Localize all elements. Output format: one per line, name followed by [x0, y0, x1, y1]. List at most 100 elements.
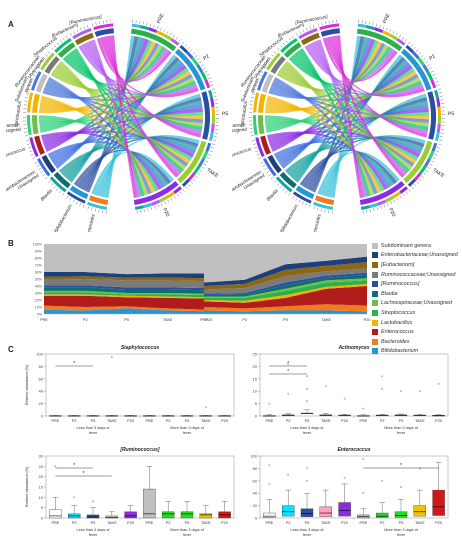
boxplot-ytick-label: 15 — [39, 485, 44, 490]
legend-swatch — [372, 309, 378, 316]
chord-label-sample: P2 — [202, 53, 211, 62]
chord-arc-sample-outer — [208, 89, 214, 99]
chord-tick — [87, 206, 90, 210]
chord-arc-sample-outer — [431, 142, 438, 152]
chord-tick — [425, 61, 428, 64]
chord-tick — [212, 92, 216, 94]
boxplot-xtick-label: P2 — [380, 521, 385, 525]
boxplot-ytick-label: 25 — [39, 464, 44, 469]
chord-tick — [207, 77, 211, 80]
area-series — [204, 283, 367, 303]
area-xtick-label: TAKE — [321, 318, 331, 322]
chord-tick — [425, 169, 429, 172]
boxplot-group-label: fever — [303, 431, 312, 435]
boxplot-ylabel: Relative abundance (%) — [25, 466, 29, 507]
chord-arc-sample-outer — [360, 205, 370, 210]
boxplot-xtick-label: P2 — [380, 419, 385, 423]
boxplot-ytick-label: 15 — [253, 376, 258, 381]
chord-tick — [210, 84, 214, 86]
chord-label-sample: P5 — [222, 111, 228, 117]
boxplot-outlier — [306, 375, 308, 378]
chord-arc-sample-outer — [155, 30, 165, 37]
chord-ribbon — [275, 135, 422, 161]
chord-tick — [422, 58, 426, 61]
chord-tick — [401, 37, 404, 40]
chord-tick — [369, 209, 371, 213]
chord-arc-genus-outer — [54, 37, 72, 53]
chord-arc-sample-outer — [419, 165, 427, 175]
chord-arc-sample-outer — [437, 106, 441, 116]
boxplot-xtick-label: TAKE — [107, 419, 117, 423]
area-xtick-label: PRE — [200, 318, 208, 322]
boxplot-outlier — [362, 492, 365, 495]
chord-ribbon — [299, 48, 371, 197]
chord-tick — [302, 201, 304, 205]
legend-label: Enterococcus — [381, 329, 414, 336]
boxplot-group-label: fever — [397, 533, 406, 537]
chord-tick — [167, 199, 170, 203]
chord-arc-genus — [314, 195, 335, 205]
chord-tick — [414, 184, 417, 187]
chord-arc-sample-outer — [148, 27, 158, 33]
boxplot-xtick-label: P20 — [435, 521, 442, 525]
chord-ribbon — [307, 43, 424, 97]
boxplot-box — [180, 511, 194, 519]
area-xtick-label: PRE — [40, 318, 48, 322]
area-ytick-label: 20% — [35, 299, 43, 303]
chord-tick — [209, 150, 213, 152]
legend-swatch — [372, 348, 378, 355]
chord-arc-sample-outer — [173, 186, 182, 194]
chord-tick — [439, 139, 443, 141]
chord-ribbon — [46, 80, 189, 167]
chord-tick — [399, 195, 402, 199]
chord-tick — [438, 92, 442, 94]
chord-tick — [76, 29, 79, 33]
boxplot-xtick-label: PRE — [51, 521, 59, 525]
legend-label: Blautia — [381, 290, 398, 297]
chord-label-genus: Blautia — [40, 188, 54, 202]
chord-arc-sample-outer — [357, 23, 367, 29]
chord-tick — [136, 210, 138, 214]
chord-arc-sample-outer — [185, 50, 194, 60]
legend-item: Enterobacteriaceae;Unassigned — [372, 251, 462, 261]
chord-arc-genus — [53, 171, 71, 189]
chord-label-sample: P20 — [161, 207, 170, 218]
chord-tick — [380, 205, 382, 209]
boxplot-group-label: fever — [89, 431, 98, 435]
area-series — [204, 274, 367, 297]
chord-tick — [427, 64, 430, 67]
boxplot-xtick-label: P5 — [399, 419, 404, 423]
chord-label-genus: [Ruminococcus] — [68, 14, 103, 25]
chord-tick — [390, 201, 392, 205]
boxplot-ytick-label: 40 — [253, 491, 258, 496]
chord-tick — [42, 174, 46, 177]
chord-tick — [408, 189, 411, 192]
legend-label: Bifidobacterium — [381, 348, 419, 355]
boxplot-title: Actinomyces — [337, 345, 369, 351]
chord-arc-genus-outer — [319, 23, 340, 31]
chord-tick — [430, 70, 434, 73]
chord-tick — [309, 26, 311, 30]
boxplot-ruminococcus: [Ruminococcus] 0 5 10 15 20 25 30 Relative abund… — [25, 447, 235, 537]
chord-tick — [282, 188, 285, 191]
chord-tick — [295, 197, 298, 201]
chord-tick — [169, 32, 172, 36]
chord-tick — [439, 95, 443, 97]
boxplot-xtick-label: P5 — [399, 521, 404, 525]
area-series — [44, 276, 209, 282]
boxplot-group-label: More than 3 days of — [384, 426, 419, 430]
chord-tick — [260, 161, 264, 164]
chord-arc-sample-outer — [205, 142, 212, 152]
boxplot-xtick-label: TAKE — [321, 419, 331, 423]
chord-ribbon — [272, 80, 415, 167]
chord-tick — [156, 26, 159, 30]
boxplot-box — [432, 489, 445, 516]
chord-arc-sample-outer — [374, 27, 384, 33]
chord-tick — [82, 204, 85, 208]
boxplot-xtick-label: P5 — [185, 419, 190, 423]
chord-tick — [79, 203, 82, 206]
chord-arc-sample-outer — [428, 150, 435, 160]
chord-tick — [76, 201, 78, 205]
chord-label-genus: Bifidobacterium — [53, 203, 73, 232]
area-series — [204, 286, 367, 309]
